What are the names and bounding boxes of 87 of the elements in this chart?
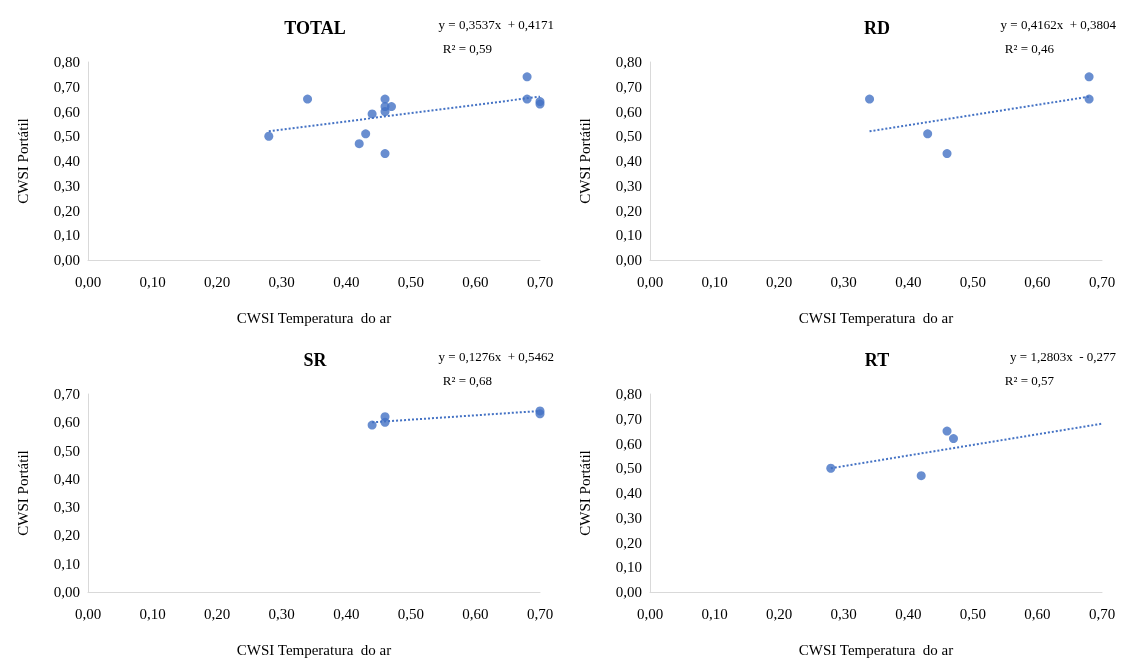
y-tick-label: 0,40 [53,470,80,487]
chart-title: SR [303,350,328,370]
x-tick-label: 0,50 [397,605,424,622]
y-tick-label: 0,00 [53,252,80,268]
text: R² = 0,68 [442,373,493,388]
y-tick-label: 0,60 [615,103,642,120]
y-tick-label: 0,10 [615,559,642,576]
x-tick-label: 0,00 [636,273,664,290]
text: y = 1,2803x - 0,277 [1010,349,1117,364]
x-tick-label: 0,20 [204,273,231,290]
x-tick-label: 0,50 [959,605,986,622]
x-tick-label: 0,60 [462,273,489,290]
y-tick-label: 0,30 [615,177,642,194]
y-tick-label: 0,40 [615,153,642,169]
x-tick-label: 0,00 [74,605,102,622]
x-tick-label: 0,60 [1024,273,1051,290]
y-tick-label: 0,20 [53,527,80,544]
x-tick-label: 0,40 [333,273,360,290]
x-tick-label: 0,20 [766,605,793,622]
y-axis-title: CWSI Portátil [576,450,593,536]
y-tick-label: 0,00 [615,584,642,600]
x-tick-label: 0,20 [766,273,793,290]
y-tick-label: 0,50 [615,460,642,477]
text: R² = 0,59 [442,41,493,56]
x-tick-label: 0,20 [204,605,231,622]
y-axis-title: CWSI Portátil [14,118,31,204]
y-tick-label: 0,50 [615,128,642,145]
x-tick-label: 0,10 [701,605,728,622]
chart-title: RT [864,350,890,370]
x-tick-label: 0,60 [462,605,489,622]
y-tick-label: 0,70 [615,410,642,427]
y-tick-label: 0,00 [615,252,642,268]
chart-title: TOTAL [284,18,346,38]
x-tick-label: 0,70 [1088,605,1116,622]
x-tick-label: 0,40 [333,605,360,622]
x-tick-label: 0,70 [1088,273,1116,290]
text: R² = 0,57 [1004,373,1055,388]
y-tick-label: 0,70 [615,78,642,95]
x-tick-label: 0,30 [830,605,857,622]
y-tick-label: 0,30 [615,509,642,526]
x-tick-label: 0,50 [397,273,424,290]
x-tick-label: 0,10 [701,273,728,290]
x-tick-label: 0,50 [959,273,986,290]
y-tick-label: 0,20 [53,202,80,219]
x-tick-label: 0,30 [830,273,857,290]
text: y = 0,3537x + 0,4171 [438,17,555,32]
x-tick-label: 0,40 [895,605,922,622]
y-tick-label: 0,50 [53,442,80,459]
y-tick-label: 0,70 [53,386,80,402]
y-tick-label: 0,30 [53,177,80,194]
y-axis-title: CWSI Portátil [576,118,593,204]
y-tick-label: 0,70 [53,78,80,95]
x-tick-label: 0,00 [636,605,664,622]
text: R² = 0,46 [1004,41,1055,56]
x-tick-label: 0,30 [268,273,295,290]
x-axis-title: CWSI Temperatura do ar [236,641,392,658]
y-tick-label: 0,40 [615,485,642,501]
y-axis-title: CWSI Portátil [14,450,31,536]
y-tick-label: 0,10 [53,227,80,244]
x-tick-label: 0,70 [526,605,554,622]
y-tick-label: 0,60 [53,103,80,120]
y-tick-label: 0,10 [615,227,642,244]
x-tick-label: 0,10 [139,273,166,290]
text: y = 0,4162x + 0,3804 [1000,17,1117,32]
y-tick-label: 0,30 [53,499,80,516]
y-tick-label: 0,80 [615,54,642,70]
y-tick-label: 0,00 [53,584,80,600]
x-tick-label: 0,10 [139,605,166,622]
y-tick-label: 0,50 [53,128,80,145]
y-tick-label: 0,80 [53,54,80,70]
y-tick-label: 0,10 [53,555,80,572]
x-tick-label: 0,40 [895,273,922,290]
y-tick-label: 0,80 [615,386,642,402]
y-tick-label: 0,20 [615,534,642,551]
y-tick-label: 0,60 [53,414,80,431]
text: y = 0,1276x + 0,5462 [438,349,555,364]
y-tick-label: 0,60 [615,435,642,452]
x-axis-title: CWSI Temperatura do ar [798,309,954,326]
x-tick-label: 0,60 [1024,605,1051,622]
x-tick-label: 0,70 [526,273,554,290]
y-tick-label: 0,20 [615,202,642,219]
x-tick-label: 0,00 [74,273,102,290]
x-axis-title: CWSI Temperatura do ar [798,641,954,658]
x-tick-label: 0,30 [268,605,295,622]
x-axis-title: CWSI Temperatura do ar [236,309,392,326]
y-tick-label: 0,40 [53,153,80,169]
chart-title: RD [864,18,890,38]
